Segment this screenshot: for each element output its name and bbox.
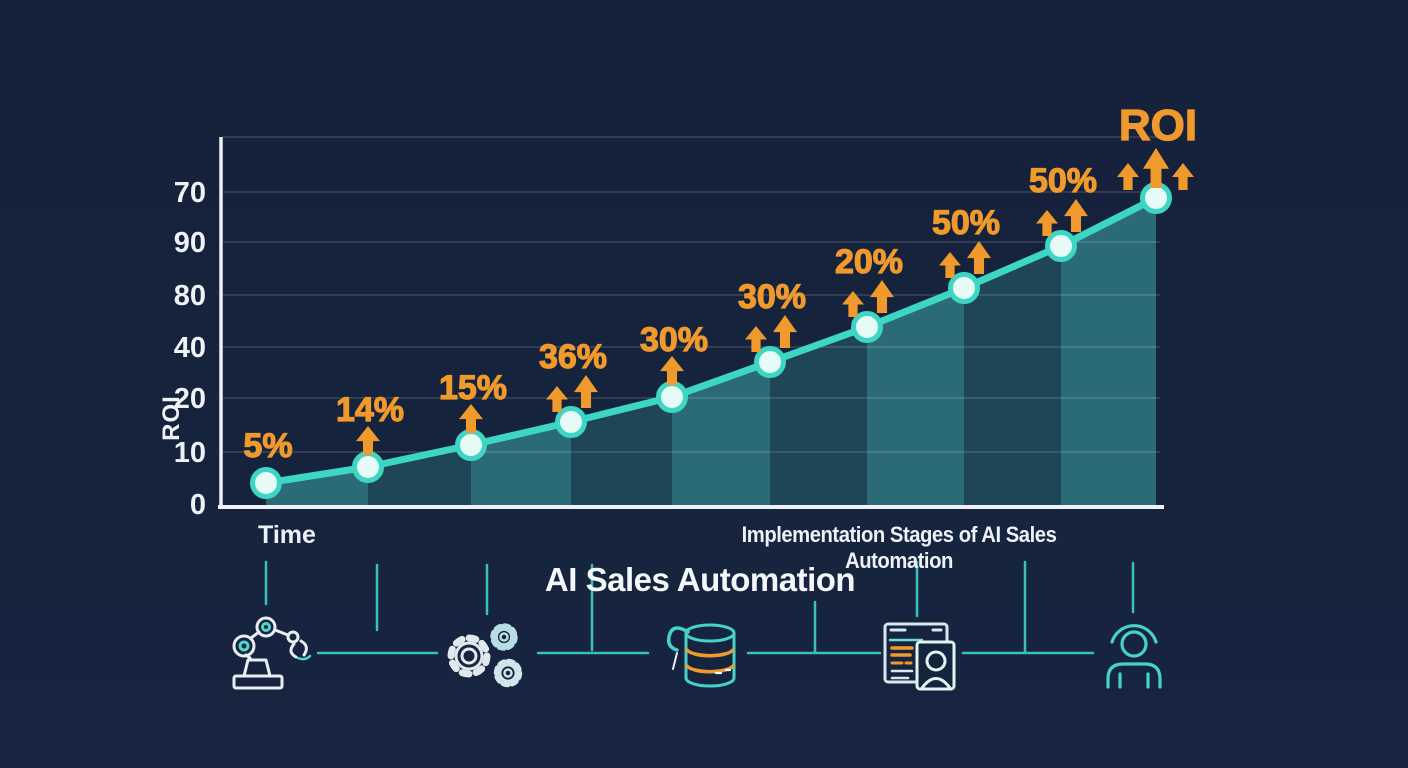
growth-arrow [546,386,568,412]
document-profile-icon [883,622,956,691]
area-band [1061,198,1156,505]
growth-arrow [967,241,991,274]
stage-label: 5% [243,427,292,465]
data-point [754,346,786,378]
growth-arrow [1143,148,1169,188]
area-band [770,327,867,505]
area-band [368,445,471,505]
area-band [964,246,1061,505]
growth-arrow [660,356,684,385]
growth-arrow [574,375,598,408]
growth-arrow [1064,199,1088,232]
stage-label: 50% [932,204,1000,242]
gears-icon [447,623,523,688]
y-tick-label: 20 [174,383,206,415]
stage-label: 30% [738,278,806,316]
x-axis-label-time: Time [258,521,316,549]
stage-label: 14% [336,391,404,429]
y-tick-label: 10 [174,437,206,469]
y-tick-label: 40 [174,332,206,364]
growth-arrow [745,326,767,352]
person-icon [1106,624,1162,689]
database-icon [666,623,736,688]
growth-arrow [1172,163,1194,190]
data-point [555,406,587,438]
stage-label: 36% [539,338,607,376]
data-point [948,272,980,304]
x-axis-label-stages: Implementation Stages of AI Sales Automa… [741,522,1057,573]
timeline-connectors [264,560,1135,655]
y-tick-label: 80 [174,280,206,312]
growth-arrow [939,252,961,278]
growth-arrow [842,291,864,317]
data-point [1045,230,1077,262]
data-point [851,311,883,343]
area-band [672,362,770,505]
growth-arrow [1036,210,1058,236]
robot-arm-icon [232,616,312,690]
trend-line [262,194,1160,487]
y-tick-label: 0 [190,489,206,521]
y-tick-label: 90 [174,227,206,259]
area-band [266,467,368,505]
area-band [571,397,672,505]
footer-title: AI Sales Automation [544,561,856,598]
growth-arrow [356,426,380,455]
data-point [250,467,282,499]
stage-label: 50% [1029,162,1097,200]
growth-arrow [773,315,797,348]
growth-arrow [1117,163,1139,190]
growth-arrow [459,404,483,433]
y-axis-title: ROI [158,395,185,441]
growth-arrow [870,280,894,313]
stage-label: 30% [640,321,708,359]
stage-label: 20% [835,243,903,281]
stage-label: ROI [1119,101,1197,150]
y-tick-label: 70 [174,177,206,209]
stage-label: 15% [439,369,507,407]
area-band [867,288,964,505]
